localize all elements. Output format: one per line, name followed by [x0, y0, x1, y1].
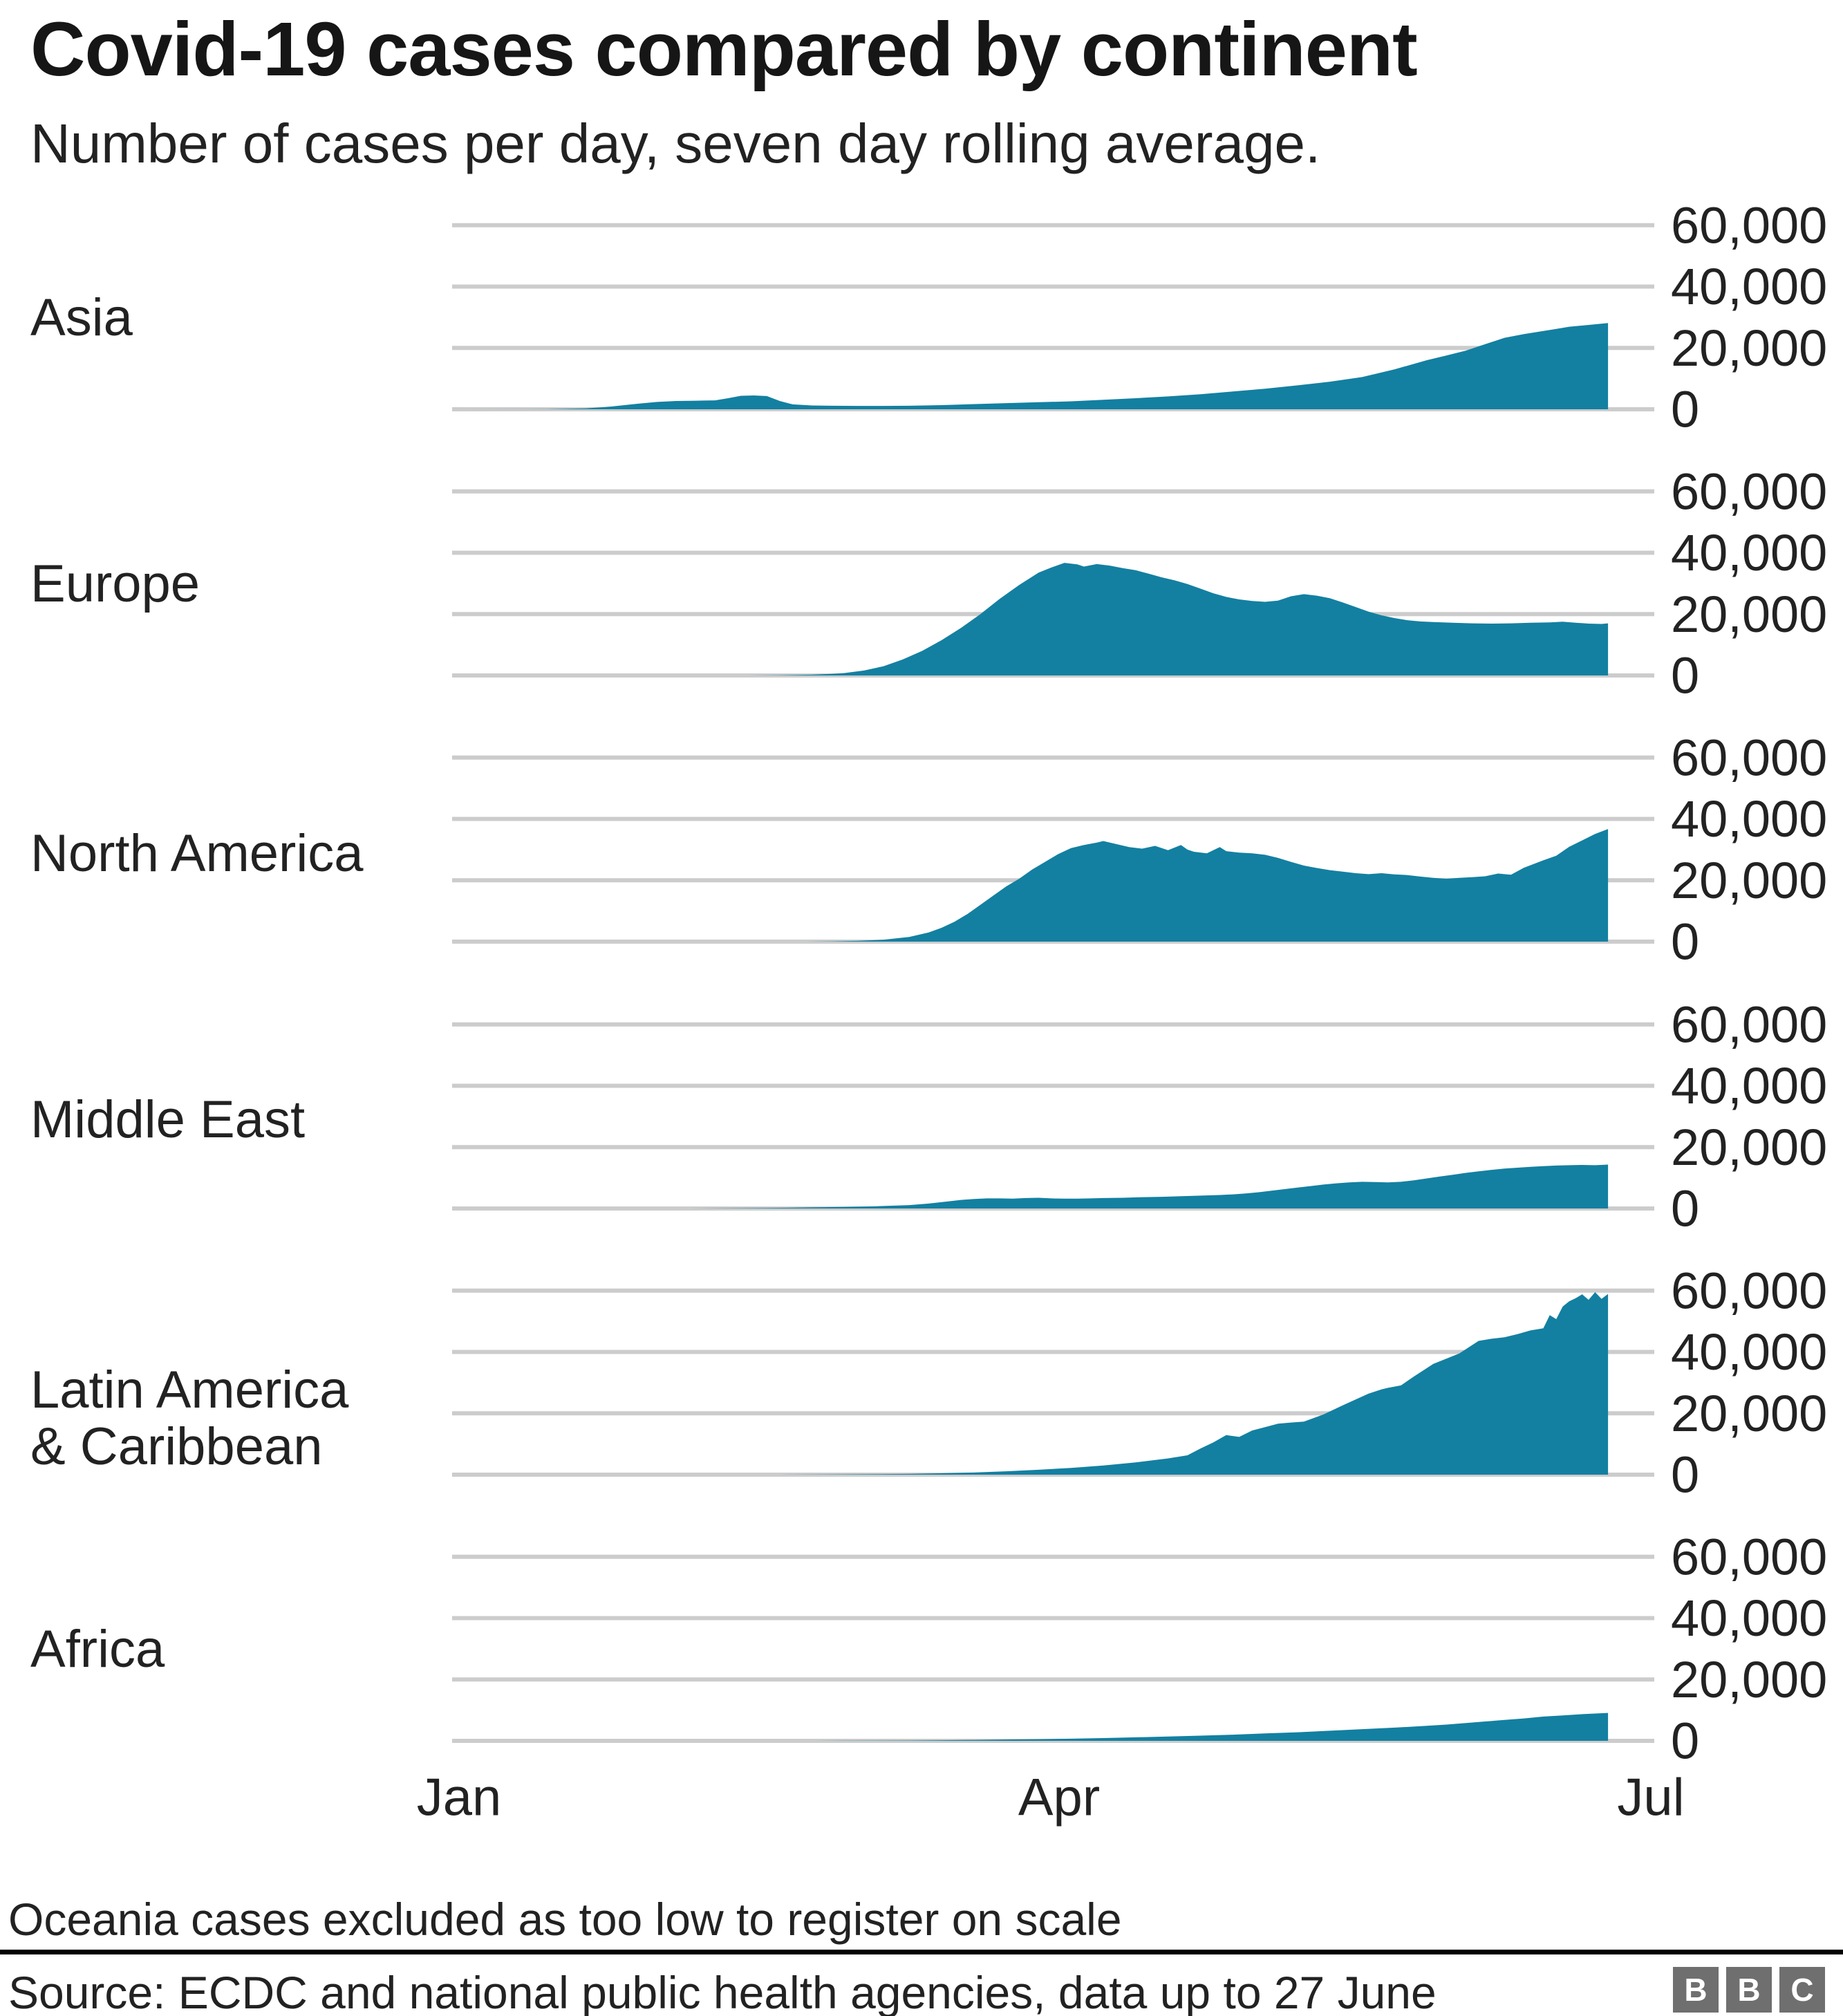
- y-tick-label: 60,000: [1671, 996, 1827, 1053]
- row-label-latin-america-caribbean: Latin America & Caribbean: [30, 1360, 349, 1476]
- y-tick-label: 40,000: [1671, 1323, 1827, 1381]
- footer-divider: [0, 1950, 1843, 1954]
- y-tick-label: 60,000: [1671, 1528, 1827, 1585]
- row-label-africa: Africa: [30, 1619, 165, 1679]
- x-axis-tick-jan: Jan: [416, 1768, 502, 1827]
- y-tick-label: 20,000: [1671, 852, 1827, 909]
- y-tick-label: 40,000: [1671, 258, 1827, 315]
- y-tick-label: 60,000: [1671, 1262, 1827, 1319]
- x-axis-tick-apr: Apr: [1018, 1768, 1101, 1827]
- area-europe: [456, 563, 1609, 675]
- y-tick-label: 60,000: [1671, 729, 1827, 786]
- area-asia: [456, 323, 1609, 409]
- x-axis-tick-jul: Jul: [1617, 1768, 1685, 1827]
- chart-footnote: Oceania cases excluded as too low to reg…: [8, 1894, 1122, 1945]
- bbc-logo-letter: B: [1726, 1967, 1772, 2013]
- y-tick-label: 60,000: [1671, 196, 1827, 254]
- page-subtitle: Number of cases per day, seven day rolli…: [30, 113, 1321, 174]
- row-label-europe: Europe: [30, 554, 200, 613]
- y-tick-label: 20,000: [1671, 1385, 1827, 1442]
- y-tick-label: 40,000: [1671, 524, 1827, 581]
- y-tick-label: 40,000: [1671, 1589, 1827, 1647]
- y-tick-label: 20,000: [1671, 586, 1827, 643]
- y-tick-label: 20,000: [1671, 319, 1827, 377]
- y-tick-label: 0: [1671, 1446, 1699, 1504]
- y-tick-label: 40,000: [1671, 790, 1827, 848]
- y-tick-label: 60,000: [1671, 463, 1827, 520]
- bbc-logo-letter: B: [1673, 1967, 1719, 2013]
- y-tick-label: 0: [1671, 1712, 1699, 1770]
- row-label-north-america: North America: [30, 823, 364, 883]
- y-tick-label: 40,000: [1671, 1057, 1827, 1114]
- page-title: Covid-19 cases compared by continent: [30, 7, 1418, 92]
- y-tick-label: 20,000: [1671, 1119, 1827, 1176]
- y-tick-label: 0: [1671, 647, 1699, 704]
- y-tick-label: 0: [1671, 913, 1699, 971]
- bbc-logo: B B C: [1673, 1967, 1825, 2013]
- source-attribution: Source: ECDC and national public health …: [8, 1967, 1437, 2016]
- row-label-asia: Asia: [30, 288, 133, 347]
- y-tick-label: 20,000: [1671, 1651, 1827, 1708]
- row-label-middle-east: Middle East: [30, 1090, 306, 1149]
- bbc-logo-letter: C: [1779, 1967, 1825, 2013]
- area-middle-east: [456, 1164, 1609, 1208]
- area-north-america: [456, 829, 1609, 942]
- area-africa: [456, 1712, 1609, 1741]
- y-tick-label: 0: [1671, 381, 1699, 438]
- y-tick-label: 0: [1671, 1180, 1699, 1238]
- area-latin-america-caribbean: [456, 1292, 1609, 1475]
